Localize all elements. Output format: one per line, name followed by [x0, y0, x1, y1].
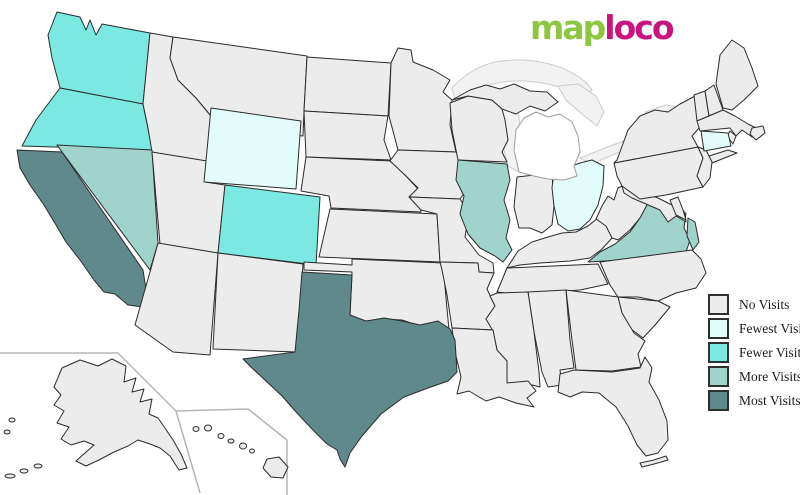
state-indiana: [513, 172, 555, 234]
state-california: [16, 149, 151, 309]
state-tennessee: [496, 263, 609, 295]
legend-label-no-visits: No Visits: [739, 296, 790, 312]
state-louisiana: [451, 327, 537, 408]
legend-label-fewest-visits: Fewest Visits: [739, 320, 800, 336]
hawaii-island-lanai: [249, 448, 255, 454]
hawaii-island-kauai: [204, 424, 212, 432]
states: [16, 11, 766, 468]
state-delaware: [669, 196, 687, 221]
alaska-island: [8, 417, 16, 423]
logo-loco-text: loco: [604, 8, 674, 47]
legend-label-fewer-visits: Fewer Visits: [739, 344, 800, 360]
legend-item-fewest-visits: Fewest Visits: [708, 318, 800, 339]
legend-item-most-visits: Most Visits: [708, 390, 800, 411]
state-new-jersey: [696, 146, 713, 188]
lake-huron: [557, 83, 605, 127]
state-massachusetts-cape-cod: [749, 125, 766, 141]
state-kansas: [318, 208, 441, 263]
state-south-dakota: [303, 110, 392, 161]
legend-swatch-no-visits: [708, 294, 729, 315]
state-connecticut: [700, 130, 732, 152]
alaska-aleutian-island: [19, 468, 29, 474]
legend: No Visits Fewest Visits Fewer Visits Mor…: [708, 294, 800, 414]
alaska-island: [3, 429, 11, 435]
legend-item-no-visits: No Visits: [708, 294, 800, 315]
state-illinois: [455, 159, 513, 263]
state-michigan-upper: [451, 83, 559, 115]
hawaii-island-molokai: [227, 438, 235, 444]
maploco-logo[interactable]: maploco: [530, 8, 675, 47]
state-texas: [242, 271, 458, 468]
state-virginia-eastern-shore: [686, 217, 700, 251]
legend-swatch-most-visits: [708, 390, 729, 411]
state-new-mexico: [212, 252, 304, 353]
state-michigan-lower: [513, 111, 581, 181]
state-florida-keys: [639, 455, 669, 468]
alaska-hawaii-insets: [3, 358, 289, 479]
alaska-aleutian-island: [4, 473, 16, 479]
state-colorado: [217, 184, 321, 266]
state-north-dakota: [303, 56, 392, 117]
state-georgia: [565, 289, 646, 372]
hawaii-island-oahu: [217, 433, 225, 439]
legend-item-more-visits: More Visits: [708, 366, 800, 387]
alaska-aleutian-island: [33, 463, 43, 469]
state-north-carolina: [599, 249, 707, 302]
logo-map-text: map: [530, 8, 606, 47]
legend-swatch-more-visits: [708, 366, 729, 387]
hawaii-inset-frame: [175, 408, 288, 495]
legend-swatch-fewer-visits: [708, 342, 729, 363]
legend-swatch-fewest-visits: [708, 318, 729, 339]
legend-item-fewer-visits: Fewer Visits: [708, 342, 800, 363]
state-alaska: [53, 358, 188, 471]
state-washington: [47, 11, 151, 105]
legend-label-most-visits: Most Visits: [739, 392, 800, 408]
hawaii-island-maui: [239, 442, 247, 450]
state-wyoming: [203, 107, 302, 190]
state-minnesota: [388, 47, 457, 153]
state-maine: [715, 39, 759, 111]
hawaii-island-niihau: [192, 426, 200, 432]
alaska-inset-frame: [0, 352, 201, 494]
legend-label-more-visits: More Visits: [739, 368, 800, 384]
state-florida: [557, 356, 669, 457]
hawaii-island-big-island: [262, 456, 289, 479]
